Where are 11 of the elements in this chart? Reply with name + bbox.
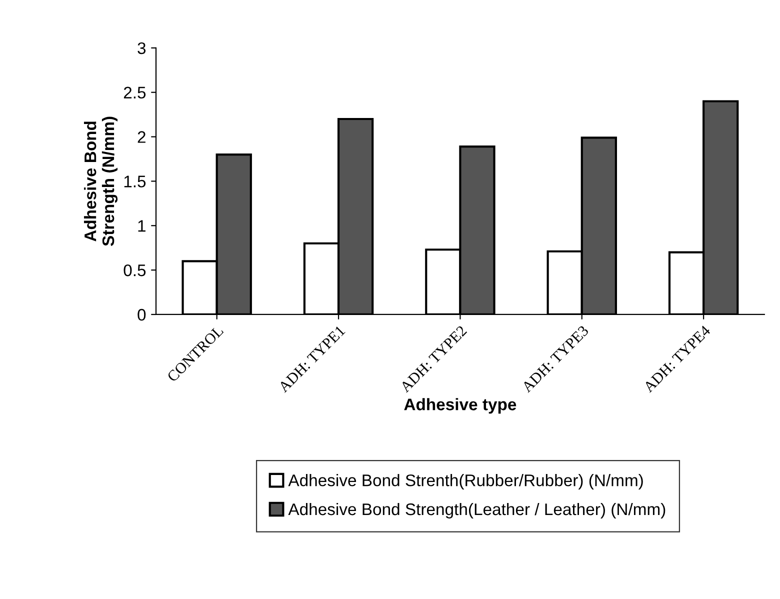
y-tick-label: 3 <box>138 42 146 54</box>
y-tick-label: 2 <box>138 131 146 143</box>
y-tick-label: 2.5 <box>124 86 146 99</box>
legend-label: Adhesive Bond Strenth(Rubber/Rubber) (N/mm) <box>288 474 643 490</box>
x-axis-title: Adhesive type <box>404 398 516 414</box>
y-tick-label: 1.5 <box>124 176 146 188</box>
y-tick-label: 0 <box>138 308 146 321</box>
y-axis-title: Adhesive Bond Strength (N/mm) <box>84 116 118 246</box>
y-tick-label: 0.5 <box>124 264 146 276</box>
legend-label: Adhesive Bond Strength(Leather / Leather) (N/mm) <box>288 502 666 518</box>
y-tick-label: 1 <box>138 220 146 232</box>
